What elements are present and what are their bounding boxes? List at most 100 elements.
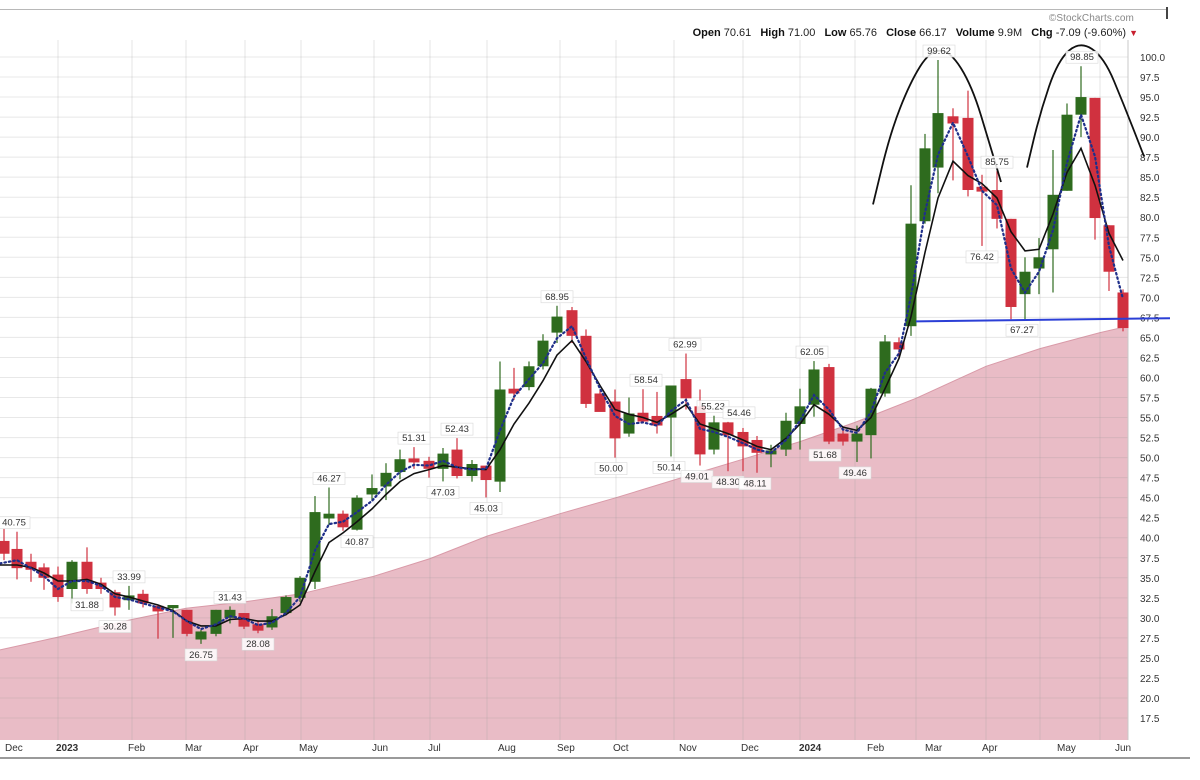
x-tick-label: Apr — [982, 743, 998, 754]
open-label: Open — [692, 27, 721, 39]
candle — [224, 606, 236, 624]
price-label: 31.88 — [70, 598, 104, 612]
neckline-line — [915, 317, 1171, 323]
volume-label: Volume — [955, 27, 995, 39]
chart-bottom-border — [0, 757, 1190, 759]
candle — [1089, 97, 1101, 240]
x-tick-label: Feb — [867, 743, 885, 754]
price-label: 51.68 — [808, 448, 842, 462]
candle — [451, 438, 463, 479]
y-tick-label: 22.5 — [1140, 674, 1160, 685]
x-tick-label: Dec — [741, 743, 759, 754]
candle — [879, 335, 891, 397]
y-tick-label: 32.5 — [1140, 594, 1160, 605]
svg-text:54.46: 54.46 — [727, 408, 751, 419]
watermark: ©StockCharts.com — [1048, 13, 1134, 24]
fast-ma-line — [0, 111, 1125, 631]
x-tick-label: Oct — [613, 743, 629, 754]
y-tick-label: 42.5 — [1140, 514, 1160, 525]
y-tick-label: 100.0 — [1140, 53, 1165, 64]
y-tick-label: 65.0 — [1140, 333, 1160, 344]
x-tick-label: Jun — [1115, 743, 1131, 754]
price-label: 30.28 — [98, 620, 132, 633]
svg-text:50.00: 50.00 — [599, 464, 623, 475]
price-label: 28.08 — [241, 637, 275, 651]
svg-text:62.99: 62.99 — [673, 340, 697, 351]
candle — [594, 389, 606, 412]
x-axis: Dec 2023 Feb Mar Apr May Jun Jul Aug Sep Oct Nov Dec… — [5, 743, 1131, 754]
y-tick-label: 40.0 — [1140, 534, 1160, 545]
candle — [508, 367, 520, 400]
svg-text:46.27: 46.27 — [317, 473, 341, 484]
price-label: 40.75 — [0, 516, 31, 530]
svg-text:68.95: 68.95 — [545, 292, 569, 303]
candle — [351, 495, 363, 531]
price-label: 47.03 — [426, 486, 460, 499]
x-tick-label: 2023 — [56, 743, 79, 754]
y-axis: 100.0 97.5 95.0 92.5 90.0 87.5 85.0 82.5 80.0 77.… — [1140, 53, 1165, 725]
svg-text:51.68: 51.68 — [813, 450, 837, 461]
ohlc-summary: Open 70.61 High 71.00 Low 65.76 Close 66… — [693, 27, 1138, 39]
svg-text:58.54: 58.54 — [634, 375, 658, 386]
candle — [537, 334, 549, 370]
price-label: 58.54 — [629, 373, 663, 387]
candle — [152, 605, 164, 639]
svg-text:31.88: 31.88 — [75, 600, 99, 611]
price-label: 40.87 — [340, 535, 374, 549]
candle — [808, 361, 820, 417]
y-tick-label: 87.5 — [1140, 153, 1160, 164]
candle — [480, 465, 492, 498]
svg-text:52.43: 52.43 — [445, 424, 469, 435]
candle — [1033, 238, 1045, 295]
y-tick-label: 57.5 — [1140, 394, 1160, 405]
svg-text:49.46: 49.46 — [843, 468, 867, 479]
y-tick-label: 80.0 — [1140, 213, 1160, 224]
candle — [1047, 149, 1059, 293]
open-value: 70.61 — [723, 27, 752, 39]
candle — [323, 487, 335, 525]
moving-averages — [0, 111, 1125, 631]
svg-text:55.23: 55.23 — [701, 402, 725, 413]
price-label: 45.03 — [469, 502, 503, 515]
low-label: Low — [824, 27, 847, 39]
close-value: 66.17 — [919, 27, 947, 39]
y-tick-label: 17.5 — [1140, 714, 1160, 725]
pattern-arc — [1026, 44, 1145, 168]
chart-top-border — [0, 9, 1168, 10]
candle — [280, 595, 292, 616]
svg-text:47.03: 47.03 — [431, 487, 455, 498]
candle — [394, 449, 406, 480]
y-tick-label: 47.5 — [1140, 474, 1160, 485]
high-value: 71.00 — [787, 27, 816, 39]
y-tick-label: 75.0 — [1140, 253, 1160, 264]
chart-corner-tick — [1166, 7, 1168, 19]
y-tick-label: 72.5 — [1140, 273, 1160, 284]
low-value: 65.76 — [849, 27, 878, 39]
x-tick-label: Jul — [428, 743, 441, 754]
price-label: 48.11 — [738, 477, 772, 491]
candle — [1061, 103, 1073, 191]
candle — [976, 174, 988, 246]
svg-text:45.03: 45.03 — [474, 503, 498, 514]
svg-text:33.99: 33.99 — [117, 572, 141, 583]
svg-text:99.62: 99.62 — [927, 46, 951, 57]
y-tick-label: 95.0 — [1140, 93, 1160, 104]
candle — [962, 90, 974, 197]
price-label: 51.31 — [397, 431, 431, 445]
price-label: 26.75 — [184, 648, 218, 662]
candle — [1075, 66, 1087, 138]
svg-text:98.85: 98.85 — [1070, 52, 1094, 63]
candle — [0, 528, 10, 561]
candle — [81, 547, 93, 594]
svg-text:85.75: 85.75 — [985, 157, 1009, 168]
price-label: 62.05 — [795, 345, 829, 359]
x-tick-label: May — [1057, 743, 1076, 754]
svg-text:28.08: 28.08 — [246, 639, 270, 650]
price-label: 50.00 — [594, 462, 628, 475]
candle — [137, 589, 149, 608]
x-tick-label: Mar — [925, 743, 943, 754]
x-tick-label: 2024 — [799, 743, 822, 754]
candle — [366, 474, 378, 501]
candle — [651, 391, 663, 434]
